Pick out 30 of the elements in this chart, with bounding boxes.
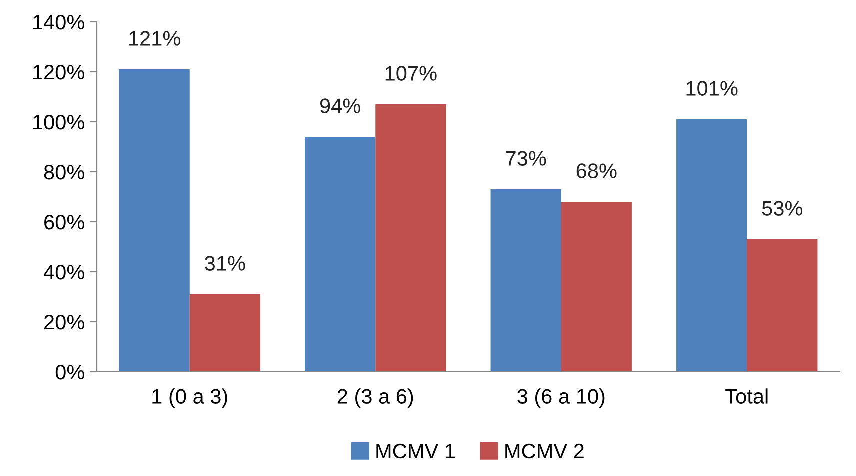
x-tick-label: 3 (6 a 10) bbox=[518, 388, 605, 408]
y-tick-label: 120% bbox=[34, 65, 84, 80]
data-label: 53% bbox=[762, 201, 803, 216]
data-label: 94% bbox=[320, 98, 360, 114]
x-tick-label: 2 (3 a 6) bbox=[338, 388, 414, 408]
y-tick-label: 100% bbox=[34, 115, 84, 130]
bar bbox=[119, 70, 190, 372]
data-label: 101% bbox=[686, 81, 738, 96]
data-label: 31% bbox=[205, 256, 246, 271]
y-tick-label: 0% bbox=[56, 365, 84, 380]
y-tick-label: 60% bbox=[44, 215, 84, 230]
legend-label: MCMV 1 bbox=[376, 444, 455, 459]
y-tick-label: 80% bbox=[44, 165, 84, 180]
x-tick-label: 1 (0 a 3) bbox=[152, 388, 228, 408]
y-tick-label: 140% bbox=[34, 15, 84, 30]
bar bbox=[305, 137, 376, 372]
bar bbox=[376, 104, 446, 372]
data-label: 121% bbox=[130, 31, 180, 46]
data-label: 73% bbox=[506, 151, 546, 166]
bar bbox=[490, 190, 562, 372]
data-label: 107% bbox=[386, 66, 437, 81]
legend-label: MCMV 2 bbox=[506, 444, 584, 459]
x-tick-label: Total bbox=[726, 388, 768, 404]
y-tick-label: 40% bbox=[44, 265, 84, 280]
y-tick-label: 20% bbox=[44, 315, 84, 330]
bar bbox=[747, 240, 818, 372]
bar bbox=[190, 294, 260, 372]
bar bbox=[561, 202, 632, 372]
data-label: 68% bbox=[576, 164, 617, 178]
bar bbox=[676, 120, 748, 372]
